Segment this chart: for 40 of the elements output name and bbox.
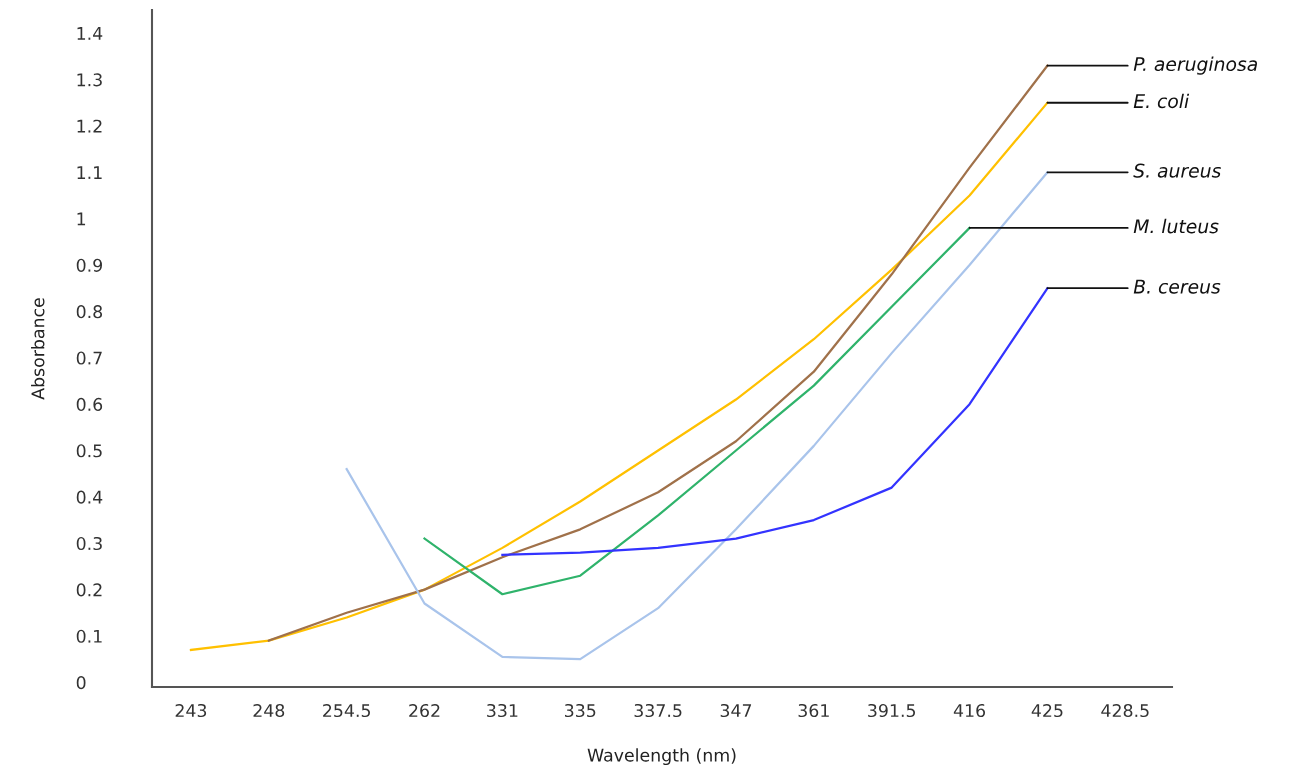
y-tick-label: 0 <box>76 676 86 690</box>
x-tick-label: 425 <box>1031 703 1063 718</box>
y-tick-label: 1.2 <box>77 119 102 133</box>
line-series <box>345 171 1049 661</box>
y-tick-label: 1.1 <box>77 166 102 179</box>
line-series <box>501 287 1049 556</box>
y-tick-label: 0.2 <box>76 583 102 597</box>
x-tick-label: 331 <box>487 703 518 718</box>
y-tick-label: 0.6 <box>76 397 103 411</box>
y-tick-label: 0.4 <box>76 490 103 504</box>
annotation: P. aeruginosa <box>1133 56 1257 75</box>
y-tick-label: 1.3 <box>77 73 102 87</box>
x-tick-label: 335 <box>565 703 596 718</box>
x-tick-label: 428.5 <box>1101 703 1149 718</box>
x-tick-label: 391.5 <box>868 703 916 718</box>
x-tick-label: 254.5 <box>323 703 370 718</box>
x-tick-label: 361 <box>798 703 829 718</box>
annotation: M. luteus <box>1133 218 1219 234</box>
x-tick-label: 416 <box>953 703 986 718</box>
y-tick-label: 0.8 <box>76 305 103 319</box>
annotation: B. cereus <box>1133 279 1221 294</box>
y-tick-label: 0.9 <box>76 258 102 272</box>
annotation: S. aureus <box>1133 163 1221 178</box>
x-tick-label: 248 <box>253 703 285 718</box>
y-tick-label: 0.5 <box>76 444 102 458</box>
y-tick-label: 0.3 <box>76 536 102 551</box>
y-tick-label: 1 <box>77 212 86 226</box>
y-tick-label: 0.1 <box>76 629 102 643</box>
annotation: E. coli <box>1133 93 1190 109</box>
x-axis-title: Wavelength (nm) <box>587 748 736 766</box>
line-series <box>189 101 1049 652</box>
x-tick-label: 243 <box>175 703 207 718</box>
x-tick-label: 337.5 <box>634 703 682 718</box>
x-tick-label: 262 <box>409 703 440 718</box>
x-tick-label: 347 <box>720 703 752 718</box>
y-tick-label: 0.7 <box>76 351 102 365</box>
y-tick-label: 1.4 <box>77 27 103 40</box>
line-series <box>267 64 1049 642</box>
y-axis-title: Absorbance <box>31 298 45 400</box>
line-series <box>423 226 971 596</box>
